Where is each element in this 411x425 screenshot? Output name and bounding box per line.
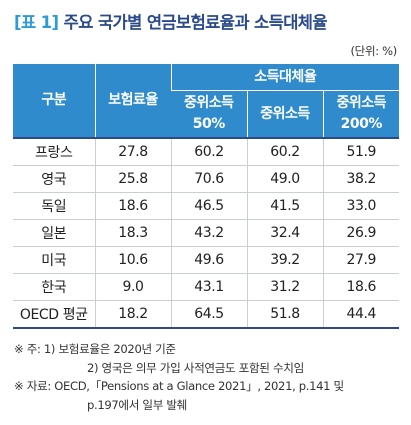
premium-cell: 25.8 [94, 165, 171, 193]
median-100-cell: 60.2 [246, 137, 323, 166]
median-200-cell: 27.9 [322, 246, 400, 274]
median-50-cell: 49.6 [170, 246, 247, 274]
median-100-cell: 39.2 [246, 246, 323, 274]
table-header: 구분 보험료율 소득대체율 중위소득 50% 중위소득 중위소득 200% [13, 64, 400, 139]
unit-label: (단위: %) [350, 44, 398, 58]
table-body: 프랑스 27.8 60.2 60.2 51.9 영국 25.8 70.6 49.… [13, 137, 400, 329]
premium-cell: 27.8 [94, 137, 171, 166]
median-50-cell: 70.6 [170, 165, 247, 193]
table-row: OECD 평균 18.2 64.5 51.8 44.4 [13, 300, 400, 329]
table-row: 영국 25.8 70.6 49.0 38.2 [13, 165, 400, 193]
country-cell: 미국 [13, 246, 95, 274]
table-row: 독일 18.6 46.5 41.5 33.0 [13, 192, 400, 220]
note-2: 2) 영국은 의무 가입 사적연금도 포함된 수치임 [87, 360, 304, 375]
country-cell: 일본 [13, 219, 95, 247]
premium-cell: 18.6 [94, 192, 171, 220]
table-number-tag: [표 1] [14, 13, 59, 32]
median-50-cell: 43.1 [170, 273, 247, 301]
median-100-cell: 49.0 [246, 165, 323, 193]
header-median-100: 중위소득 [246, 90, 323, 138]
median-100-cell: 31.2 [246, 273, 323, 301]
source-line-2: p.197에서 일부 발췌 [87, 397, 187, 412]
median-50-cell: 60.2 [170, 137, 247, 166]
table-row: 미국 10.6 49.6 39.2 27.9 [13, 246, 400, 274]
country-cell: 프랑스 [13, 137, 95, 166]
premium-cell: 18.3 [94, 219, 171, 247]
median-100-cell: 41.5 [246, 192, 323, 220]
country-cell: 독일 [13, 192, 95, 220]
median-200-cell: 26.9 [322, 219, 400, 247]
median-200-cell: 38.2 [322, 165, 400, 193]
note-1: ※ 주: 1) 보험료율은 2020년 기준 [14, 342, 176, 356]
source-line-1: ※ 자료: OECD,「Pensions at a Glance 2021」, … [14, 379, 344, 393]
table-row: 한국 9.0 43.1 31.2 18.6 [13, 273, 400, 301]
median-200-cell: 51.9 [322, 137, 400, 166]
country-cell: 영국 [13, 165, 95, 193]
country-cell: 한국 [13, 273, 95, 301]
header-row-top: 구분 보험료율 소득대체율 [13, 64, 400, 139]
header-median-200: 중위소득 200% [322, 90, 400, 138]
header-row-sub: 중위소득 50% 중위소득 중위소득 200% [13, 90, 400, 138]
median-50-cell: 46.5 [170, 192, 247, 220]
median-200-cell: 18.6 [322, 273, 400, 301]
median-50-cell: 43.2 [170, 219, 247, 247]
table-row: 일본 18.3 43.2 32.4 26.9 [13, 219, 400, 247]
median-100-cell: 32.4 [246, 219, 323, 247]
median-50-cell: 64.5 [170, 300, 247, 329]
pension-table: 구분 보험료율 소득대체율 중위소득 50% 중위소득 중위소득 200% 프랑… [13, 64, 400, 329]
header-category: 구분 [13, 64, 95, 139]
table-row: 프랑스 27.8 60.2 60.2 51.9 [13, 137, 400, 166]
premium-cell: 9.0 [94, 273, 171, 301]
table-title: [표 1] 주요 국가별 연금보험료율과 소득대체율 [14, 9, 328, 33]
country-cell: OECD 평균 [13, 300, 95, 329]
table-title-text: 주요 국가별 연금보험료율과 소득대체율 [63, 13, 328, 32]
header-median-50: 중위소득 50% [171, 90, 247, 138]
premium-cell: 10.6 [94, 246, 171, 274]
median-200-cell: 44.4 [322, 300, 400, 329]
median-200-cell: 33.0 [322, 192, 400, 220]
premium-cell: 18.2 [94, 300, 171, 329]
median-100-cell: 51.8 [246, 300, 323, 329]
header-premium-rate: 보험료율 [94, 64, 171, 139]
table-notes: ※ 주: 1) 보험료율은 2020년 기준 2) 영국은 의무 가입 사적연금… [14, 340, 404, 414]
header-replacement-rate: 소득대체율 [170, 64, 400, 91]
